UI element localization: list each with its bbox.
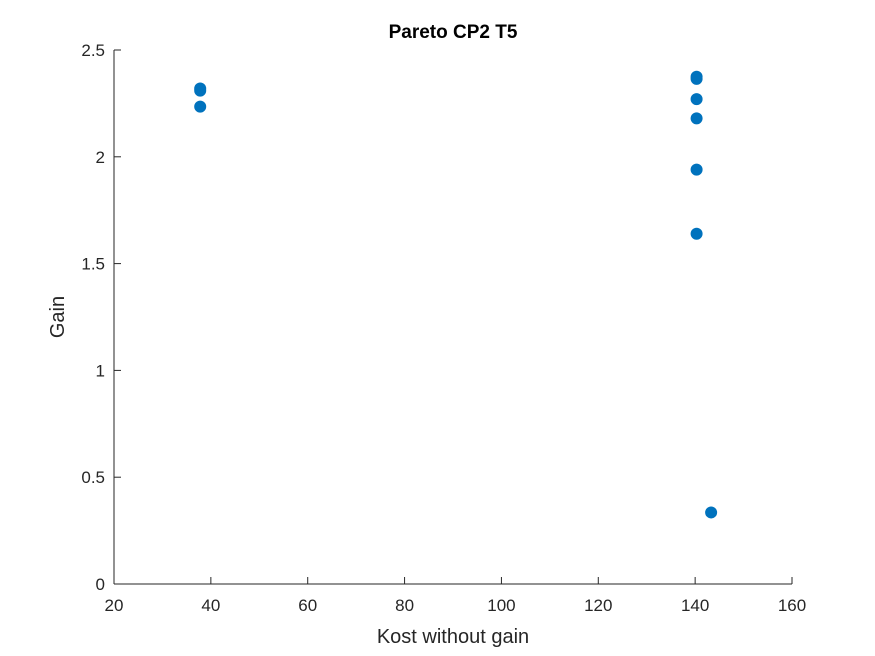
x-tick-label: 140 — [681, 596, 709, 615]
data-point — [690, 112, 703, 125]
data-point — [690, 93, 703, 106]
y-axis-label: Gain — [47, 296, 69, 338]
y-tick-label: 0.5 — [81, 468, 105, 487]
x-tick-label: 20 — [105, 596, 124, 615]
y-tick-label: 2.5 — [81, 41, 105, 60]
y-tick-label: 2 — [96, 148, 105, 167]
data-point — [690, 163, 703, 176]
axes — [113, 50, 792, 585]
x-axis-label: Kost without gain — [377, 626, 529, 648]
data-point — [690, 227, 703, 240]
data-point — [194, 100, 207, 113]
data-point — [705, 506, 718, 519]
y-tick-label: 1.5 — [81, 255, 105, 274]
x-tick-label: 160 — [778, 596, 806, 615]
chart-title: Pareto CP2 T5 — [389, 22, 518, 43]
y-tick-label: 1 — [96, 361, 105, 380]
x-tick-label: 120 — [584, 596, 612, 615]
y-axis-ticks: 0 0.5 1 1.5 2 2.5 — [81, 41, 121, 594]
x-tick-label: 40 — [201, 596, 220, 615]
data-points — [194, 70, 718, 519]
data-point — [690, 72, 703, 85]
data-point — [194, 84, 207, 97]
x-tick-label: 100 — [487, 596, 515, 615]
x-tick-label: 60 — [298, 596, 317, 615]
x-tick-label: 80 — [395, 596, 414, 615]
y-tick-label: 0 — [96, 575, 105, 594]
x-axis-ticks: 20 40 60 80 100 120 140 160 — [105, 577, 806, 615]
